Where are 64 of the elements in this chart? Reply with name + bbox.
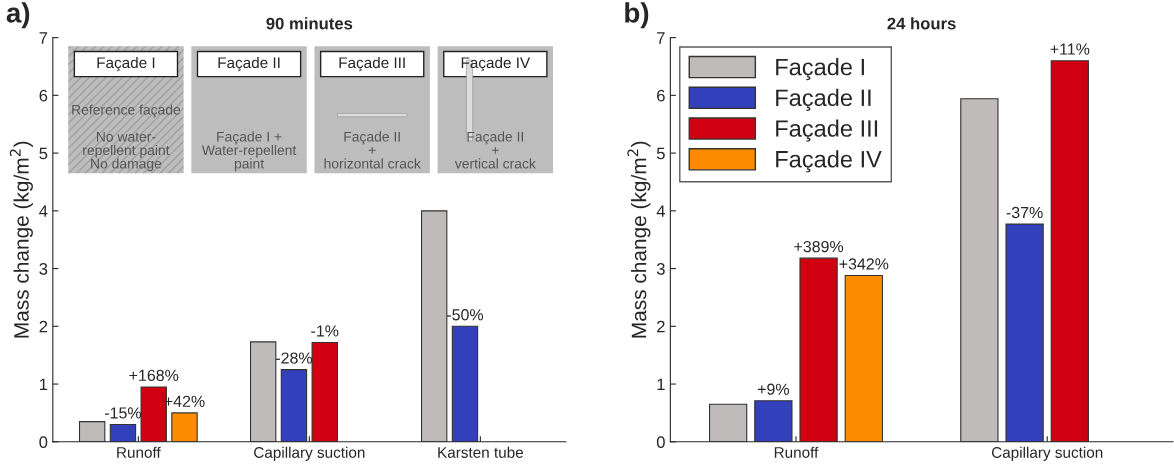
chart-title: 90 minutes: [266, 17, 353, 30]
annotation: -15%: [105, 407, 142, 419]
bar: [171, 412, 198, 442]
annotation: +9%: [757, 383, 789, 395]
annotation: Façade II + horizontal crack: [324, 131, 421, 169]
annotation: Façade III: [339, 56, 405, 72]
bar: [754, 400, 793, 442]
x-tick-label: Runoff: [117, 446, 161, 458]
bar: [1050, 60, 1089, 442]
bar: [799, 257, 838, 442]
y-tick-label: 6: [657, 89, 665, 102]
annotation: +11%: [1050, 43, 1090, 55]
y-tick-label: 3: [656, 262, 665, 275]
annotation: Façade II + vertical crack: [454, 131, 536, 169]
annotation: -1%: [311, 325, 339, 337]
annotation: +389%: [794, 240, 844, 253]
annotation: Façade I + Water-repellent paint: [201, 131, 297, 172]
bar: [451, 325, 479, 442]
annotation: Façade I: [97, 56, 155, 72]
annotation: Façade IV: [461, 56, 531, 72]
y-axis-title: Mass change (kg/m$^{2}$): [627, 141, 651, 338]
y-tick-label: 6: [39, 89, 48, 102]
bar: [109, 423, 137, 442]
chart-title: 24 hours: [887, 17, 956, 30]
annotation: Façade II: [218, 56, 280, 72]
text: a): [6, 2, 30, 29]
bar: [844, 274, 883, 442]
bar: [311, 341, 338, 442]
y-tick-label: 2: [657, 320, 665, 333]
annotation: -37%: [1006, 206, 1043, 219]
y-tick-label: 7: [39, 32, 48, 44]
annotation: +168%: [129, 369, 179, 382]
bar: [78, 421, 106, 442]
annotation: +342%: [839, 258, 889, 270]
y-axis-title: Mass change (kg/m$^{2}$): [9, 141, 33, 338]
y-tick-label: 7: [657, 32, 665, 44]
x-tick-label: Capillary suction: [991, 446, 1103, 461]
bar: [249, 341, 277, 442]
legend-label: Façade IV: [776, 150, 882, 173]
annotation: -50%: [447, 309, 484, 321]
legend-label: Façade II: [776, 88, 871, 111]
y-tick-label: 0: [39, 436, 48, 448]
bar: [420, 210, 448, 442]
y-tick-label: 4: [39, 205, 48, 217]
y-tick-label: 0: [656, 436, 665, 448]
legend-label: Façade III: [776, 119, 878, 142]
y-tick-label: 5: [39, 147, 48, 160]
x-tick-label: Karsten tube: [438, 446, 523, 458]
y-tick-label: 5: [656, 147, 665, 160]
bar: [960, 98, 999, 442]
x-tick-label: Capillary suction: [254, 446, 365, 461]
y-tick-label: 1: [39, 378, 48, 391]
annotation: Reference façade No water- repellent paint No damage: [72, 104, 181, 172]
y-tick-label: 3: [39, 262, 48, 275]
text: b): [625, 2, 649, 29]
x-tick-label: Runoff: [774, 446, 819, 458]
bar: [708, 403, 748, 442]
bar: [1005, 223, 1044, 442]
y-tick-label: 1: [657, 378, 665, 391]
legend-label: Façade I: [776, 58, 864, 81]
annotation: -28%: [276, 352, 313, 364]
y-tick-label: 2: [39, 320, 48, 333]
bar: [280, 369, 308, 442]
y-tick-label: 4: [656, 205, 666, 217]
